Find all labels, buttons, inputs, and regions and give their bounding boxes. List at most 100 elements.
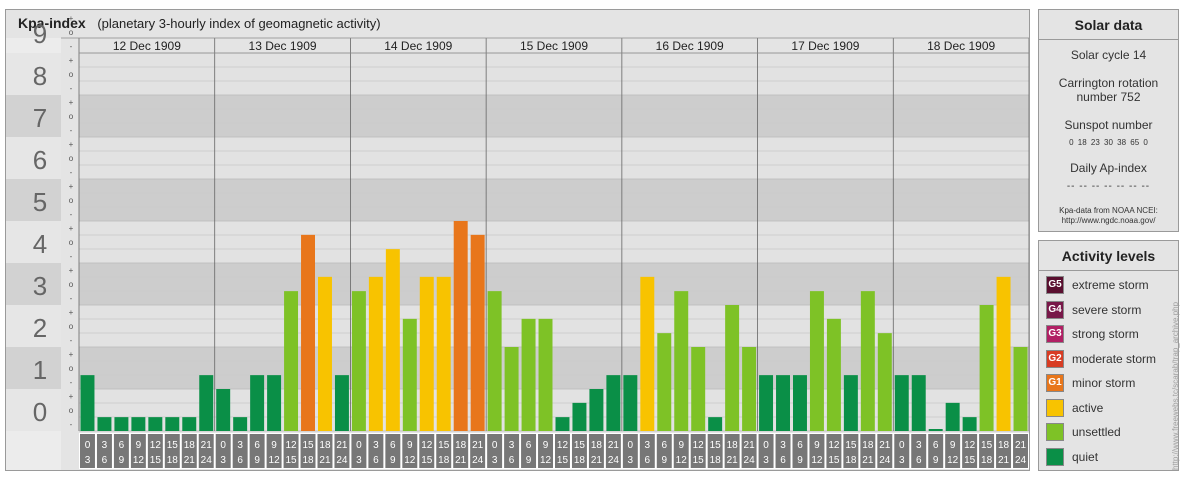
time-end-label: 3 [220,455,226,466]
y-subdivision-mark: - [70,168,73,177]
kp-bar [1013,347,1028,431]
time-label-cell [588,434,604,468]
time-start-label: 3 [916,440,922,451]
time-label-cell [656,434,672,468]
time-end-label: 21 [184,455,196,466]
time-end-label: 6 [373,455,379,466]
kp-bar [250,375,265,431]
y-tick-label: 6 [33,145,47,175]
time-end-label: 21 [591,455,603,466]
time-end-label: 24 [1015,455,1027,466]
kp-bar [555,417,570,431]
kp-bar [996,276,1011,431]
y-subdivision-mark: - [70,42,73,51]
time-start-label: 3 [645,440,651,451]
y-subdivision-mark: o [69,196,74,205]
time-end-label: 12 [269,455,281,466]
time-end-label: 3 [492,455,498,466]
kp-bar [640,276,655,431]
time-end-label: 15 [557,455,569,466]
time-end-label: 6 [780,455,786,466]
kp-bar [894,375,909,431]
kp-bar [419,276,434,431]
kp-band [79,179,1029,221]
time-label-cell [164,434,180,468]
kp-band [79,221,1029,263]
kp-bar [589,389,604,431]
time-start-label: 0 [899,440,905,451]
time-start-label: 12 [693,440,705,451]
y-tick-label: 2 [33,313,47,343]
kp-label-band [6,263,61,305]
time-label-cell [538,434,553,468]
time-start-label: 21 [1015,440,1027,451]
time-end-label: 3 [763,455,769,466]
time-start-label: 18 [455,440,467,451]
y-subdivision-mark: o [69,70,74,79]
data-source-url[interactable]: http://www.ngdc.noaa.gov/ [1061,216,1156,225]
kp-bar [470,234,485,431]
time-label-cell [690,434,706,468]
carrington-label: Carrington rotation [1058,76,1159,90]
chart-title: Kpa-index [18,15,86,31]
kp-bar [521,318,536,431]
y-subdivision-mark: - [70,420,73,429]
time-start-label: 6 [797,440,803,451]
time-start-label: 21 [201,440,213,451]
time-end-label: 24 [336,455,348,466]
kp-bar [843,375,858,431]
kpa-chart: 0123456789-o+-o+-o+-o+-o+-o+-o+-o+-o+-o+… [6,14,1029,470]
legend-swatch: G1 [1046,374,1064,392]
y-tick-label: 7 [33,103,47,133]
kp-bar [385,249,400,431]
time-start-label: 9 [407,440,413,451]
time-start-label: 15 [574,440,586,451]
time-start-label: 6 [390,440,396,451]
y-subdivision-mark: o [69,154,74,163]
legend-label: extreme storm [1072,278,1149,292]
time-start-label: 12 [285,440,297,451]
day-label: 17 Dec 1909 [791,39,859,53]
time-end-label: 24 [879,455,891,466]
kp-bar [979,305,994,431]
y-tick-label: 4 [33,229,47,259]
kp-bar [725,305,740,431]
kp-bar [538,318,553,431]
time-label-cell [470,434,486,468]
kp-label-band [6,179,61,221]
time-end-label: 15 [964,455,976,466]
y-subdivision-mark: - [70,126,73,135]
time-label-cell [945,434,961,468]
time-end-label: 18 [167,455,179,466]
time-start-label: 3 [509,440,515,451]
time-label-cell [928,434,944,468]
time-start-label: 3 [780,440,786,451]
kp-bar [759,375,774,431]
time-label-cell [504,434,520,468]
time-start-label: 21 [336,440,348,451]
time-label-cell [368,434,384,468]
time-start-label: 12 [421,440,433,451]
time-end-label: 9 [797,455,803,466]
time-label-cell [300,434,316,468]
legend-swatch: G2 [1046,349,1064,368]
y-subdivision-mark: + [69,56,74,65]
kp-bar [487,291,502,431]
data-source-label: Kpa-data from NOAA NCEI: [1059,206,1158,215]
time-label-cell [249,434,265,468]
time-label-cell [198,434,214,468]
time-label-cell [911,434,927,468]
y-tick-label: 5 [33,187,47,217]
time-end-label: 24 [201,455,213,466]
legend-label: active [1072,400,1104,415]
time-start-label: 9 [678,440,684,451]
kp-label-band [6,389,61,431]
time-label-cell [673,434,689,468]
time-label-cell [826,434,842,468]
y-subdivision-mark: + [69,140,74,149]
time-label-cell [843,434,859,468]
legend-label: quiet [1072,449,1099,464]
y-subdivision-mark: - [70,210,73,219]
time-label-cell [436,434,452,468]
kp-bar [860,291,875,431]
